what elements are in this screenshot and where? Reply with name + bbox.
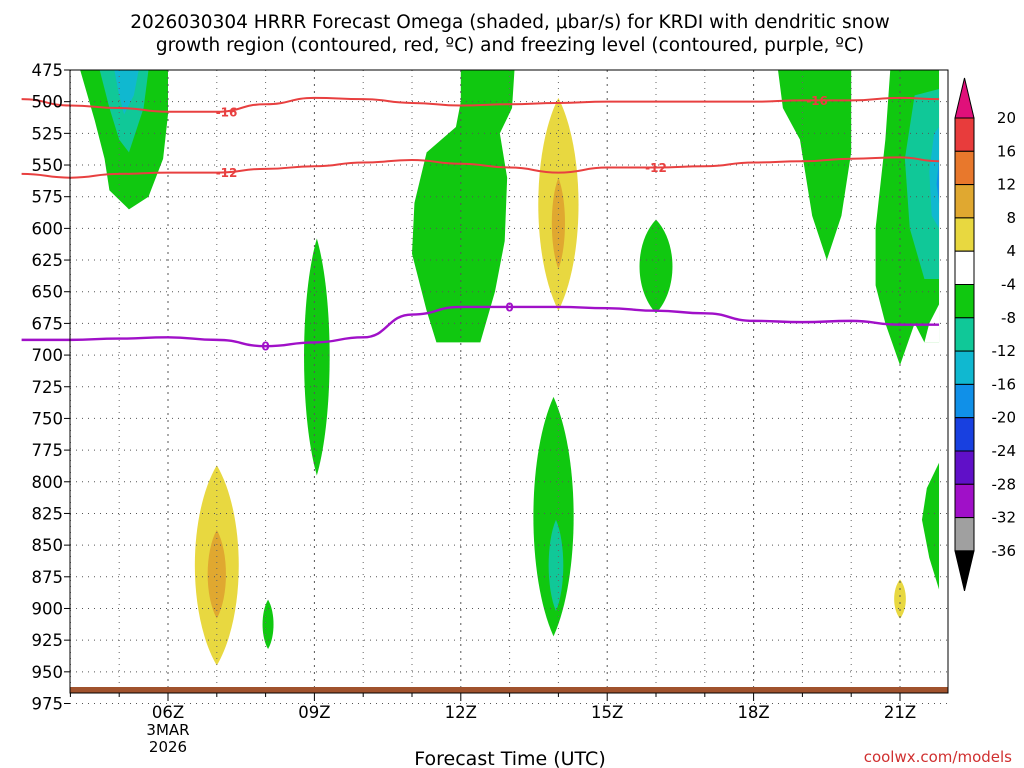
chart-title-line1: 2026030304 HRRR Forecast Omega (shaded, … bbox=[130, 12, 890, 33]
colorbar-swatch bbox=[954, 383, 975, 419]
contour-label--16: -16 bbox=[806, 94, 828, 108]
x-tick-label-12Z: 12Z bbox=[445, 703, 477, 722]
contour--12 bbox=[21, 156, 940, 179]
colorbar-swatch bbox=[954, 184, 975, 219]
pressure-axis: 475 500 525 550 575 600 625 650 675 700 725 750 775 8… bbox=[32, 61, 70, 714]
colorbar-label: -20 bbox=[992, 409, 1017, 427]
shade-upward-1200 bbox=[412, 70, 515, 343]
shade-upward-2100-core3 bbox=[936, 158, 940, 204]
y-tick-label-875: 875 bbox=[32, 568, 64, 587]
x-tick-label-09Z: 09Z bbox=[298, 703, 330, 722]
x-tick-label-date: 3MAR bbox=[146, 721, 189, 739]
y-tick-label-600: 600 bbox=[32, 219, 64, 238]
shade-gap-2100 bbox=[924, 304, 940, 343]
x-tick-label-year: 2026 bbox=[149, 738, 187, 756]
colorbar-swatch bbox=[954, 250, 975, 285]
colorbar-label: 16 bbox=[997, 142, 1016, 160]
colorbar-label: -8 bbox=[1001, 309, 1016, 327]
y-tick-label-575: 575 bbox=[32, 188, 64, 207]
grid-lines bbox=[69, 70, 948, 704]
colorbar-label: -12 bbox=[992, 342, 1017, 360]
colorbar-swatch bbox=[954, 317, 975, 352]
contour-label-0: 0 bbox=[261, 340, 269, 354]
y-tick-label-625: 625 bbox=[32, 251, 64, 270]
colorbar-swatch bbox=[954, 150, 975, 186]
colorbar-label: -36 bbox=[992, 542, 1017, 560]
colorbar-label: 12 bbox=[997, 176, 1016, 194]
y-tick-label-825: 825 bbox=[32, 504, 64, 523]
colorbar-label: 4 bbox=[1006, 242, 1016, 260]
y-tick-label-975: 975 bbox=[32, 695, 64, 714]
y-tick-label-675: 675 bbox=[32, 314, 64, 333]
y-tick-label-775: 775 bbox=[32, 441, 64, 460]
y-tick-label-800: 800 bbox=[32, 473, 64, 492]
y-tick-label-750: 750 bbox=[32, 409, 64, 428]
colorbar: 20 16 12 8 4 -4 -8 -12 -16 -20 -24 -28 -32 -36 bbox=[954, 77, 1017, 592]
colorbar-swatch bbox=[954, 450, 975, 485]
y-tick-label-650: 650 bbox=[32, 283, 64, 302]
shade-upward-1600 bbox=[639, 219, 673, 314]
shade-upward-2200-low bbox=[921, 462, 940, 590]
y-tick-label-475: 475 bbox=[32, 61, 64, 80]
colorbar-top-arrow bbox=[954, 77, 975, 119]
colorbar-bottom-arrow bbox=[954, 550, 975, 592]
shade-upward-2100-core2 bbox=[929, 127, 940, 229]
shade-upward-1400 bbox=[533, 396, 574, 637]
contour-label-0: 0 bbox=[505, 300, 513, 314]
colorbar-label: -32 bbox=[992, 509, 1017, 527]
y-tick-label-525: 525 bbox=[32, 124, 64, 143]
y-tick-label-550: 550 bbox=[32, 156, 64, 175]
x-tick-label-18Z: 18Z bbox=[737, 703, 769, 722]
y-tick-label-725: 725 bbox=[32, 378, 64, 397]
contour--16 bbox=[21, 96, 940, 113]
x-tick-label-21Z: 21Z bbox=[884, 703, 916, 722]
shade-subsidence-1400-core bbox=[551, 177, 565, 269]
colorbar-label: -4 bbox=[1001, 276, 1016, 294]
chart-title-line2: growth region (contoured, red, ºC) and f… bbox=[156, 35, 864, 56]
credit-text[interactable]: coolwx.com/models bbox=[864, 748, 1012, 766]
shade-upward-0800 bbox=[262, 599, 274, 650]
x-tick-label-15Z: 15Z bbox=[591, 703, 623, 722]
colorbar-swatch bbox=[954, 217, 975, 252]
temperature-contours: -16 -16 -12 -12 0 0 bbox=[21, 94, 940, 354]
contour-label--16: -16 bbox=[216, 105, 238, 119]
ground-surface bbox=[70, 687, 948, 693]
colorbar-label: -24 bbox=[992, 442, 1017, 460]
colorbar-swatch bbox=[954, 117, 975, 152]
colorbar-swatch bbox=[954, 517, 975, 552]
y-tick-label-950: 950 bbox=[32, 663, 64, 682]
colorbar-swatch bbox=[954, 417, 975, 452]
contour-label--12: -12 bbox=[216, 166, 238, 180]
y-tick-label-850: 850 bbox=[32, 536, 64, 555]
x-tick-label-06Z: 06Z bbox=[152, 703, 184, 722]
y-tick-label-700: 700 bbox=[32, 346, 64, 365]
shade-upward-0500-core2 bbox=[114, 70, 139, 115]
colorbar-swatch bbox=[954, 284, 975, 319]
colorbar-label: 20 bbox=[997, 109, 1016, 127]
shade-upward-0900 bbox=[304, 238, 330, 476]
shade-upward-2100-core bbox=[904, 89, 940, 280]
y-tick-label-900: 900 bbox=[32, 599, 64, 618]
colorbar-label: -28 bbox=[992, 475, 1017, 493]
plot-frame bbox=[69, 69, 949, 694]
shade-subsidence-2100 bbox=[894, 579, 906, 619]
contour-label--12: -12 bbox=[645, 161, 667, 175]
y-tick-label-925: 925 bbox=[32, 631, 64, 650]
contour-0 bbox=[21, 305, 940, 348]
x-axis-label: Forecast Time (UTC) bbox=[414, 748, 605, 768]
y-tick-label-500: 500 bbox=[32, 93, 64, 112]
omega-shading bbox=[80, 70, 940, 666]
colorbar-label: -16 bbox=[992, 375, 1017, 393]
colorbar-swatch bbox=[954, 483, 975, 519]
colorbar-swatch bbox=[954, 350, 975, 385]
shade-upward-1400-core bbox=[548, 519, 564, 612]
colorbar-label: 8 bbox=[1006, 209, 1016, 227]
